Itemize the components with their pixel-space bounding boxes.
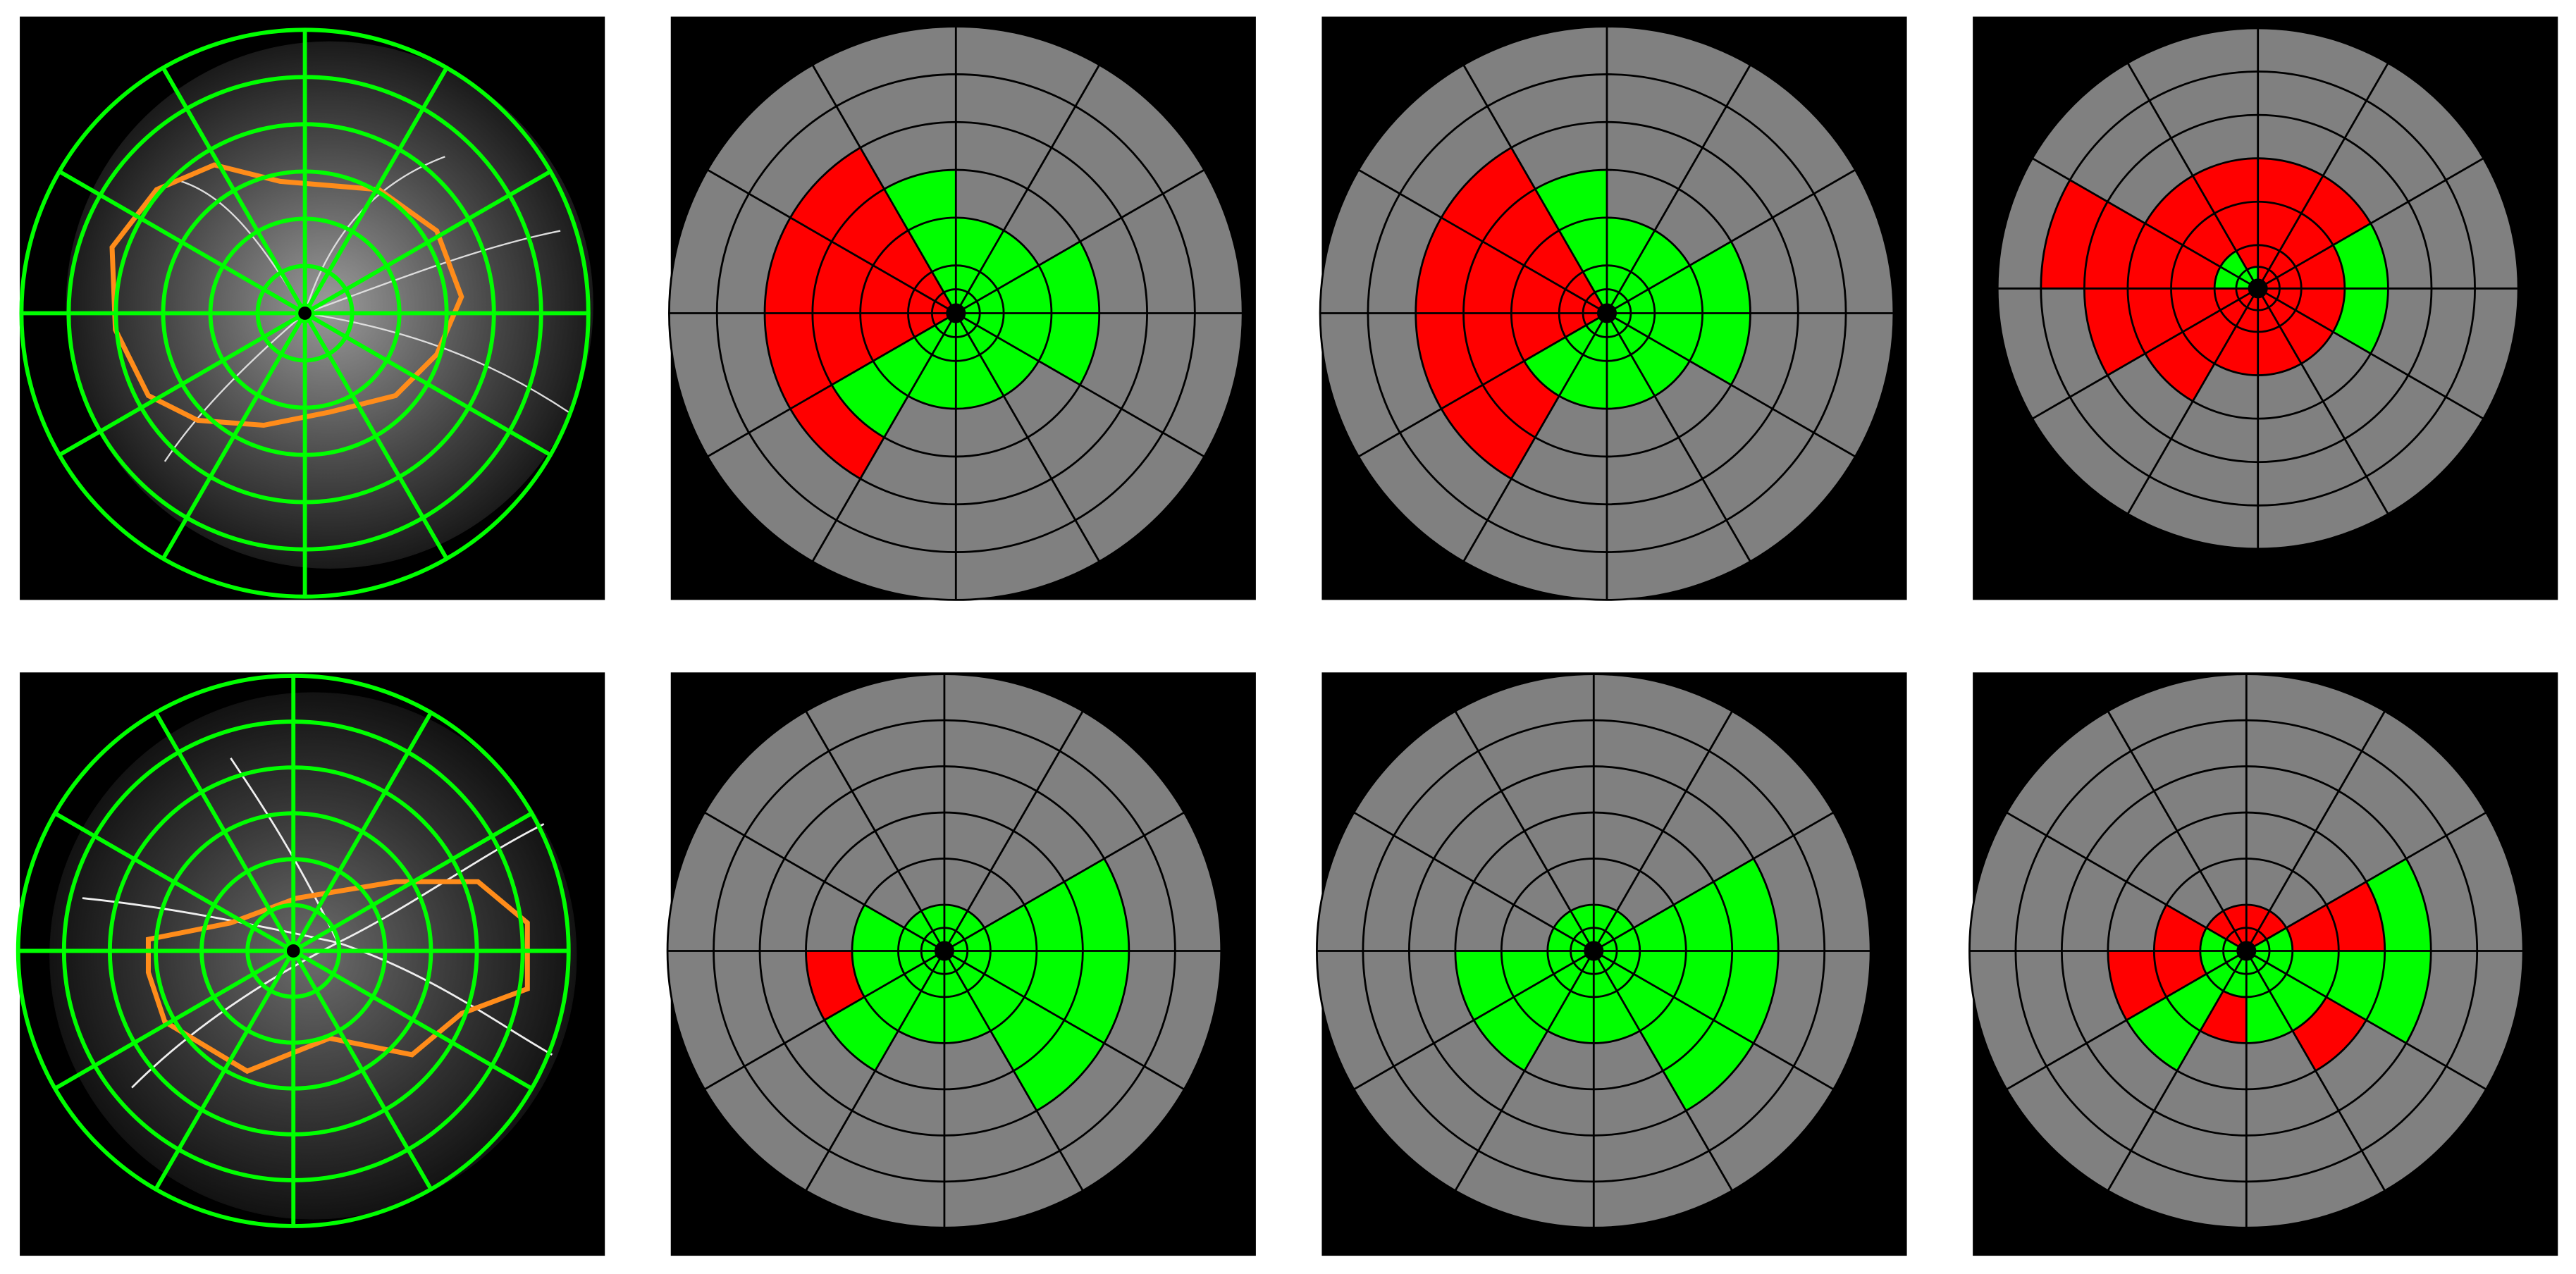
lesion-contour: [109, 162, 464, 428]
center-dot: [934, 941, 954, 961]
grid-spoke: [811, 312, 957, 562]
grid-spoke: [1606, 168, 1856, 314]
center-dot: [283, 941, 304, 961]
grid-spoke: [292, 811, 533, 953]
grid-spoke: [955, 168, 1205, 314]
grid-spoke: [154, 950, 295, 1191]
grid-spoke: [1462, 312, 1608, 562]
grid-spoke: [2107, 710, 2248, 952]
grid-spoke: [161, 312, 307, 560]
grid-spoke: [291, 711, 433, 952]
grid-spoke: [303, 312, 449, 560]
grid-spoke: [304, 169, 552, 316]
grid-spoke: [58, 169, 307, 316]
grid-spoke: [1357, 168, 1608, 314]
grid-spoke: [1593, 950, 1733, 1192]
grid-spoke: [805, 710, 946, 952]
grid-spoke: [1454, 710, 1595, 952]
grid-spoke: [2257, 157, 2484, 290]
grid-spoke: [2006, 950, 2248, 1091]
grid-spoke: [1593, 710, 1733, 952]
center-dot: [1584, 941, 1604, 961]
grid-spoke: [2032, 287, 2259, 420]
grid-spoke: [943, 950, 1084, 1192]
center-dot: [295, 303, 315, 323]
grid-spoke: [292, 948, 533, 1091]
grid-spoke: [1593, 811, 1835, 952]
center-dot: [2248, 278, 2268, 299]
grid-spoke: [2257, 287, 2389, 515]
grid-spoke: [1353, 950, 1594, 1091]
grid-spoke: [2257, 287, 2484, 420]
grid-spoke: [955, 312, 1205, 458]
grid-spoke: [2126, 62, 2259, 290]
grid-spoke: [944, 811, 1185, 952]
grid-spoke: [304, 311, 552, 457]
grid-spoke: [704, 811, 945, 952]
grid-spoke: [54, 811, 295, 953]
grid-spoke: [805, 950, 946, 1192]
grid-spoke: [2107, 950, 2248, 1192]
grid-spoke: [1606, 312, 1751, 562]
grid-spoke: [1462, 64, 1608, 314]
grid-spoke: [707, 168, 957, 314]
grid-spoke: [1357, 312, 1608, 458]
grid-spoke: [955, 64, 1100, 314]
grid-spoke: [811, 64, 957, 314]
grid-spoke: [2245, 710, 2386, 952]
grid-spoke: [291, 950, 433, 1191]
grid-spoke: [161, 66, 307, 314]
grid-spoke: [707, 312, 957, 458]
grid-spoke: [2245, 950, 2386, 1192]
vessels: [164, 156, 569, 462]
grid-spoke: [2245, 811, 2487, 952]
grid-spoke: [1606, 312, 1856, 458]
grid-spoke: [303, 66, 449, 314]
grid-spoke: [1593, 950, 1835, 1091]
grid-spoke: [2245, 950, 2487, 1091]
grid-spoke: [943, 710, 1084, 952]
grid-spoke: [2032, 157, 2259, 290]
grid-spoke: [54, 948, 295, 1091]
center-dot: [1596, 303, 1617, 323]
grid-spoke: [2006, 811, 2248, 952]
grid-spoke: [1454, 950, 1595, 1192]
center-dot: [946, 303, 966, 323]
grid-spoke: [1353, 811, 1594, 952]
grid-spoke: [955, 312, 1100, 562]
grid-spoke: [2126, 287, 2259, 515]
grid-spoke: [2257, 62, 2389, 290]
grid-spoke: [1606, 64, 1751, 314]
grid-spoke: [704, 950, 945, 1091]
center-dot: [2236, 941, 2257, 961]
grid-spoke: [58, 311, 307, 457]
grid-spoke: [154, 711, 295, 952]
grid-spoke: [944, 950, 1185, 1091]
